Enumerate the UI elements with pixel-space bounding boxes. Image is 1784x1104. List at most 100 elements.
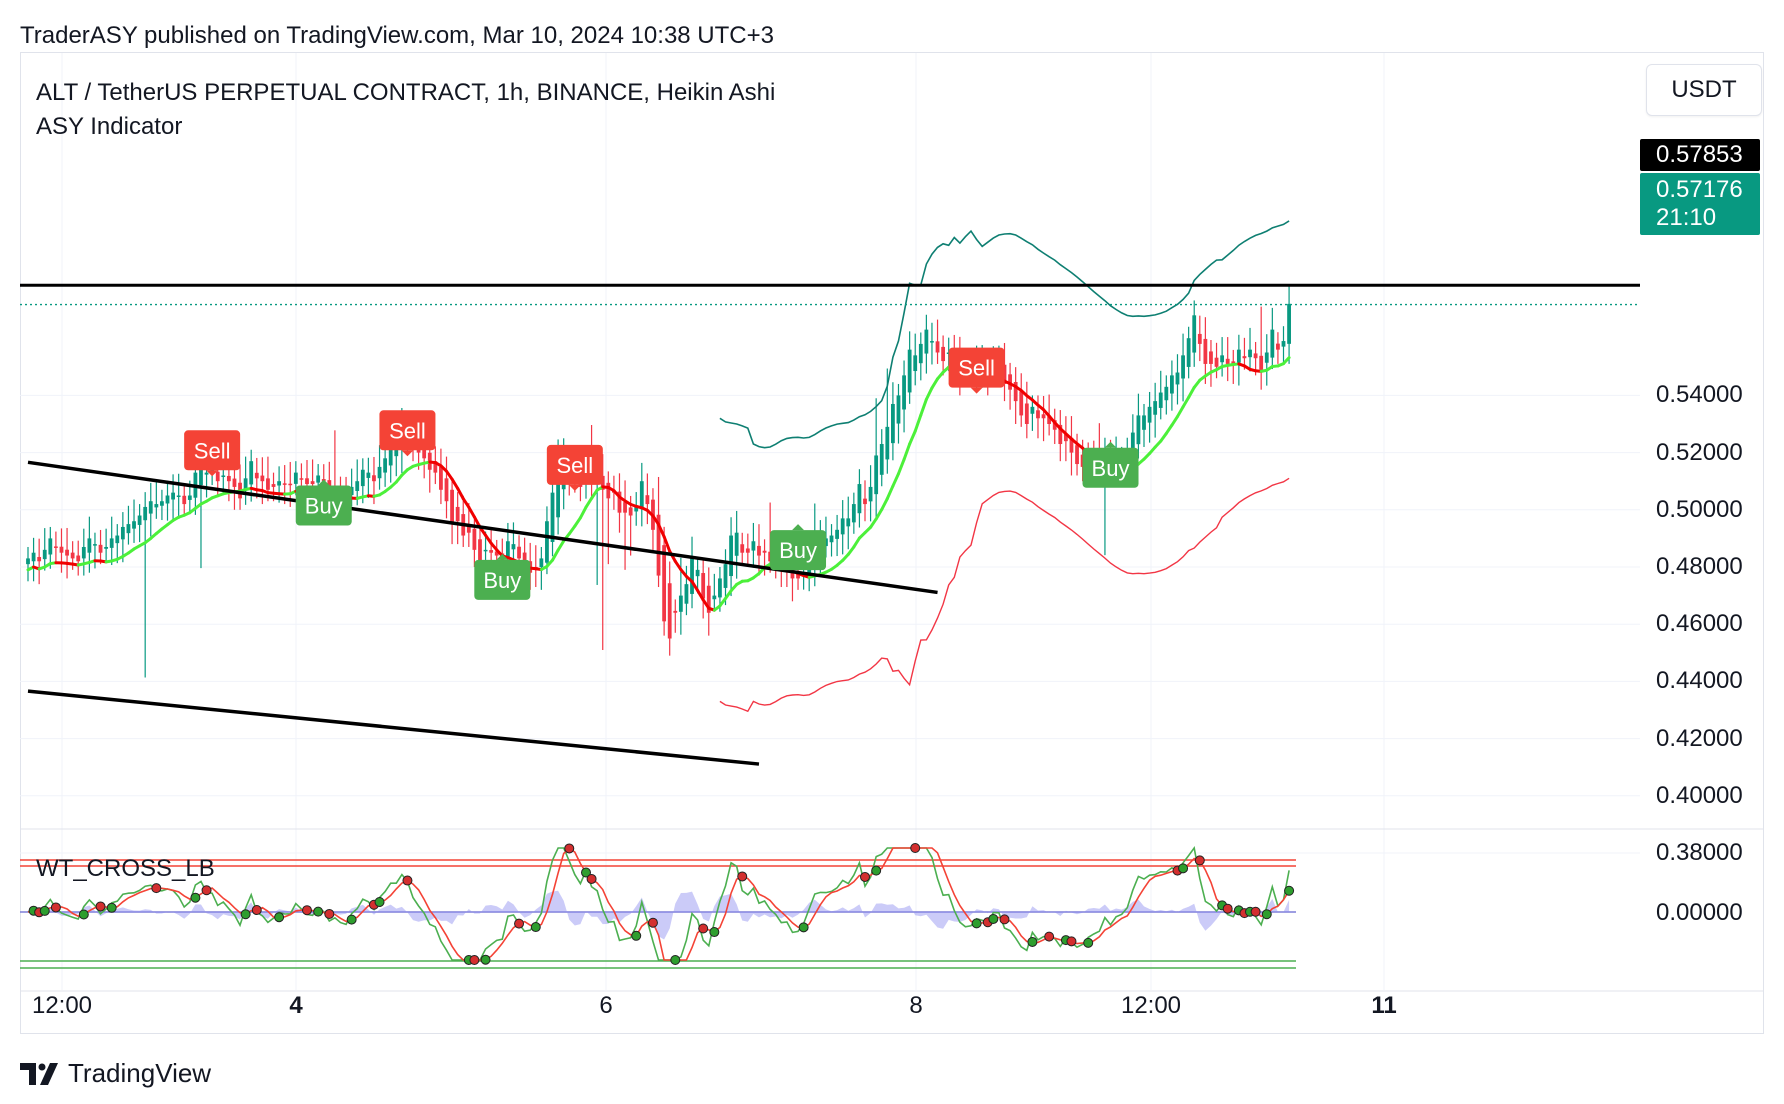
- candle-body: [902, 375, 906, 410]
- wt-cross-dot: [402, 875, 413, 886]
- ma-segment: [718, 596, 727, 608]
- candle-body: [1192, 315, 1197, 353]
- candle-body: [489, 550, 494, 553]
- time-tick-label: 12:00: [31, 992, 93, 1019]
- chart-legend: ALT / TetherUS PERPETUAL CONTRACT, 1h, B…: [36, 76, 775, 144]
- wt-cross-dot: [737, 871, 748, 882]
- ma-segment: [551, 548, 560, 562]
- candle-body: [745, 548, 750, 553]
- signal-box: [474, 559, 531, 600]
- price-axis[interactable]: 0.54000 0.52000 0.50000 0.48000 0.46000 0.440…: [1640, 52, 1764, 866]
- signal-box: [1082, 447, 1139, 488]
- candle-body: [851, 504, 856, 523]
- candle-body: [266, 478, 270, 490]
- candle-body: [187, 495, 192, 500]
- time-axis[interactable]: 12:00 4 6 8 12:00 11: [20, 992, 1640, 1032]
- candle-body: [600, 475, 605, 490]
- tradingview-logo-icon: [20, 1062, 58, 1085]
- candle-body: [366, 472, 371, 478]
- wt-histogram-area: [28, 890, 1290, 940]
- signal-label: Sell: [556, 453, 593, 478]
- price-pane: Sell Buy Sell Buy Sell Buy Sell Buy: [20, 220, 1640, 766]
- currency-button[interactable]: USDT: [1646, 64, 1762, 116]
- candle-body: [221, 475, 226, 477]
- candle-body: [254, 472, 259, 479]
- candle-body: [1019, 391, 1024, 416]
- candle-body: [829, 535, 834, 543]
- candle-body: [1024, 403, 1029, 424]
- oscillator-pane: [20, 843, 1296, 969]
- signal-box: [546, 444, 603, 485]
- wt-cross-dot: [302, 905, 312, 916]
- wt-cross-dot: [324, 908, 335, 919]
- candle-body: [918, 343, 923, 364]
- ma-segment: [852, 536, 861, 549]
- candle-body: [718, 578, 722, 598]
- ma-segment: [1282, 356, 1291, 366]
- wt-cross-dot: [251, 905, 262, 916]
- candle-body: [360, 469, 365, 487]
- wt-cross-dot: [1284, 885, 1295, 896]
- candle-body: [734, 532, 739, 556]
- candle-body: [310, 481, 315, 485]
- wt-cross-dot: [201, 885, 212, 896]
- candle-body: [226, 475, 231, 482]
- candle-body: [1276, 343, 1280, 350]
- candle-body: [645, 495, 650, 505]
- candle-body: [450, 489, 454, 525]
- sell-signal-tag: Sell: [546, 444, 603, 491]
- candle-body: [835, 529, 839, 539]
- wt-cross-dot: [106, 902, 117, 913]
- last-price-tag: 0.57176 21:10: [1640, 173, 1760, 235]
- ma-segment: [930, 377, 940, 390]
- ma-segment: [1181, 395, 1191, 409]
- candle-body: [433, 461, 438, 473]
- candle-body: [1231, 361, 1236, 364]
- wt-cross-dot: [910, 843, 921, 853]
- candle-body: [935, 341, 940, 353]
- wt-cross-dot: [586, 873, 597, 884]
- candle-body: [76, 555, 81, 562]
- candle-body: [740, 544, 745, 553]
- wt-cross-dot: [631, 930, 642, 941]
- price-tick-label: 0.48000: [1656, 553, 1743, 580]
- candle-body: [199, 464, 203, 486]
- candle-body: [299, 478, 304, 480]
- candle-body: [109, 538, 114, 548]
- candle-body: [941, 346, 946, 362]
- ma-segment: [1187, 385, 1196, 399]
- candle-body: [1069, 437, 1074, 453]
- candle-body: [891, 403, 895, 444]
- candle-body: [885, 426, 890, 460]
- symbol-title: ALT / TetherUS PERPETUAL CONTRACT, 1h, B…: [36, 79, 776, 106]
- signal-label: Buy: [1092, 456, 1130, 481]
- candle-body: [1013, 382, 1018, 402]
- wt-cross-dot: [530, 922, 541, 933]
- candle-body: [478, 539, 482, 562]
- candle-body: [729, 535, 733, 577]
- candle-body: [863, 498, 867, 505]
- tradingview-logo[interactable]: TradingView: [20, 1058, 211, 1089]
- ma-segment: [584, 496, 594, 509]
- ma-segment: [484, 533, 493, 545]
- wt-cross-dot: [1027, 936, 1038, 947]
- candle-body: [249, 461, 254, 485]
- upper-band: [719, 220, 1290, 449]
- wt-cross-dot: [346, 914, 357, 925]
- candle-body: [1253, 353, 1258, 359]
- candle-body: [1136, 415, 1141, 445]
- ma-segment: [724, 589, 733, 600]
- price-tick-label: 0.38000: [1656, 839, 1743, 866]
- wt-cross-dot: [1261, 909, 1272, 920]
- candle-body: [232, 478, 237, 487]
- price-tick-label: 0.44000: [1656, 667, 1743, 695]
- wt1-line: [27, 846, 1290, 961]
- wt-cross-dot: [698, 923, 709, 934]
- candle-body: [148, 501, 153, 514]
- time-tick-label: 12:00: [1120, 992, 1182, 1019]
- candle-body: [293, 472, 298, 484]
- signal-pointer: [568, 484, 581, 491]
- wt-cross-dot: [1178, 863, 1189, 874]
- candle-body: [388, 446, 393, 466]
